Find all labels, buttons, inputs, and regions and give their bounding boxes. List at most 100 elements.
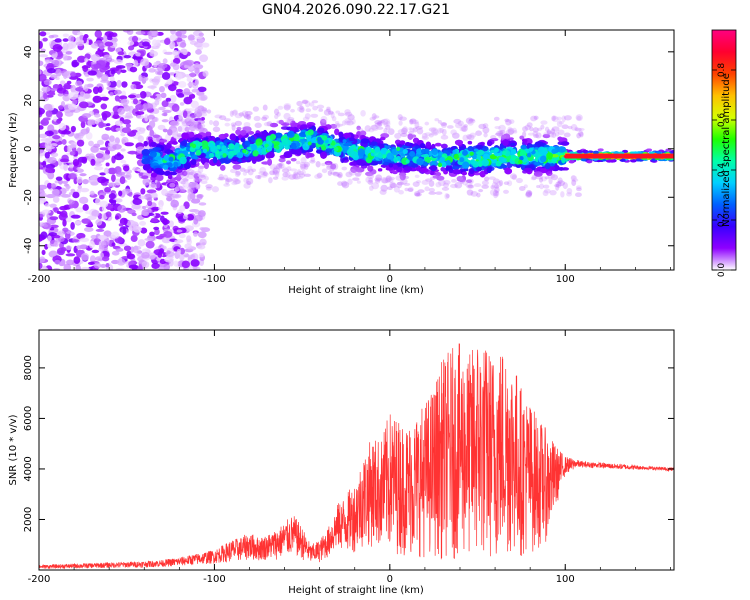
spectrogram-cell [188, 93, 196, 99]
spectrogram-cell [79, 244, 89, 250]
spectrogram-cell [321, 119, 327, 124]
spectrogram-cell [143, 140, 148, 147]
spectrogram-cell [234, 179, 242, 185]
colorbar-tick-label: 0.2 [717, 213, 727, 227]
spectrogram-cell [479, 170, 486, 178]
spectrogram-peak [518, 159, 523, 165]
spectrogram-cell [62, 38, 69, 42]
spectrogram-cell [566, 192, 572, 197]
spectrogram-cell [103, 54, 112, 61]
spectrogram-cell [195, 125, 202, 131]
spectrogram-cell [83, 84, 89, 92]
spectrogram-cell [299, 173, 306, 178]
spectrogram-cell [493, 116, 500, 121]
spectrogram-cell [45, 167, 56, 174]
spectrogram-cell [87, 215, 97, 221]
spectrogram-cell [508, 119, 515, 124]
spectrogram-cell [399, 140, 406, 145]
spectrogram-cell [330, 123, 337, 129]
spectrogram-cell [110, 69, 116, 75]
spectrogram-cell [329, 163, 335, 170]
spectrogram-cell [201, 42, 210, 48]
spectrogram-cell [301, 99, 309, 104]
spectrogram-cell [93, 162, 103, 167]
spectrogram-cell [50, 152, 59, 158]
spectrogram-x-axis-label: Height of straight line (km) [288, 285, 424, 296]
spectrogram-cell [161, 72, 171, 80]
spectrogram-y-tick-label: 0 [23, 146, 34, 152]
spectrogram-cell [316, 104, 325, 109]
spectrogram-cell [62, 71, 68, 80]
spectrogram-cell [407, 186, 414, 192]
spectrogram-cell [385, 120, 391, 127]
spectrogram-cell [60, 80, 66, 85]
spectrogram-cell [439, 127, 444, 134]
spectrogram-cell [101, 256, 110, 262]
spectrogram-cell [157, 124, 166, 131]
spectrogram-cell [84, 73, 90, 78]
spectrogram-cell [498, 124, 506, 132]
spectrogram-cell [235, 170, 241, 176]
spectrogram-peak [437, 162, 443, 168]
spectrogram-cell [262, 114, 269, 120]
spectrogram-cell [326, 106, 331, 111]
spectrogram-cell [56, 111, 63, 119]
spectrogram-cell [149, 50, 159, 57]
spectrogram-cell [68, 192, 74, 196]
spectrogram-cell [407, 187, 414, 192]
spectrogram-cell [63, 82, 71, 90]
spectrogram-cell [131, 212, 137, 217]
spectrogram-cell [283, 151, 293, 158]
spectrogram-cell [157, 71, 164, 76]
spectrogram-cell [219, 164, 226, 171]
spectrogram-cell [354, 172, 361, 178]
spectrogram-cell [274, 171, 280, 178]
spectrogram-cell [432, 129, 439, 136]
spectrogram-cell [296, 169, 302, 175]
spectrogram-cell [160, 92, 167, 99]
spectrogram-cell [570, 124, 578, 131]
spectrogram-cell [311, 100, 319, 104]
spectrogram-cell [475, 166, 481, 171]
spectrogram-cell [670, 150, 674, 154]
spectrogram-cell [205, 131, 212, 137]
spectrogram-cell [69, 151, 76, 156]
spectrogram-cell [188, 132, 195, 138]
spectrogram-cell [428, 191, 437, 195]
spectrogram-cell [142, 164, 151, 171]
spectrogram-cell [576, 150, 583, 154]
spectrogram-cell [416, 127, 424, 135]
spectrogram-cell [151, 206, 161, 211]
spectrogram-cell [119, 176, 126, 185]
spectrogram-cell [456, 176, 464, 181]
spectrogram-cell [309, 102, 315, 107]
spectrogram-cell [327, 110, 334, 115]
spectrogram-cell [478, 189, 484, 193]
spectrogram-cell [557, 129, 565, 136]
spectrogram-peak [179, 156, 187, 165]
spectrogram-cell [186, 122, 191, 126]
spectrogram-cell [170, 199, 179, 208]
spectrogram-cell [461, 171, 468, 176]
spectrogram-cell [124, 142, 135, 147]
spectrogram-cell [70, 188, 76, 193]
spectrogram-cell [505, 119, 512, 126]
spectrogram-cell [86, 83, 94, 88]
spectrogram-cell [201, 109, 208, 113]
spectrogram-cell [344, 120, 351, 126]
spectrogram-cell [240, 137, 246, 143]
spectrogram-cell [443, 169, 448, 175]
spectrogram-cell [490, 135, 497, 141]
spectrogram-cell [177, 126, 183, 133]
spectrogram-cell [100, 73, 109, 82]
spectrogram-cell [454, 139, 463, 146]
spectrogram-cell [551, 131, 557, 139]
spectrogram-cell [158, 204, 163, 212]
spectrogram-cell [597, 148, 604, 152]
spectrogram-cell [297, 106, 305, 113]
spectrogram-cell [156, 180, 161, 189]
spectrogram-cell [151, 39, 158, 47]
spectrogram-cell [43, 103, 53, 111]
spectrogram-cell [272, 176, 279, 180]
spectrogram-cell [181, 120, 191, 127]
